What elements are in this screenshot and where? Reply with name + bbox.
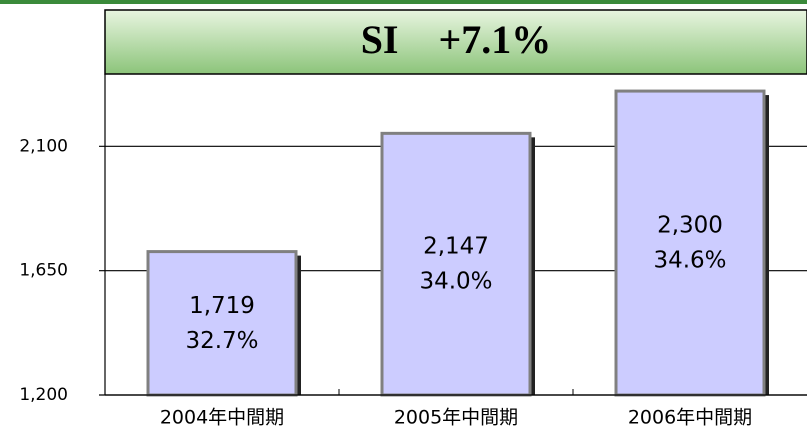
data-label: 1,719 [189,293,255,319]
share-label: 34.0% [419,269,492,295]
header-box [104,9,807,75]
share-label: 34.6% [653,248,726,274]
share-label: 32.7% [185,328,258,354]
data-label: 2,147 [423,234,489,260]
chart-title: SI +7.1% [361,17,552,62]
bar [614,89,766,397]
bar [380,131,532,397]
x-tick-label: 2004年中間期 [160,407,284,429]
x-tick-label: 2005年中間期 [394,407,518,429]
y-tick-label: 1,200 [19,385,68,405]
bar [146,250,298,397]
plot: 1,200 1,650 2,100 2004年中間期 1,719 32.7% 2005年中間… [19,74,807,429]
y-tick-label: 2,100 [19,136,68,156]
y-tick-label: 1,650 [19,261,68,281]
x-tick-label: 2006年中間期 [628,407,752,429]
data-label: 2,300 [657,213,723,239]
